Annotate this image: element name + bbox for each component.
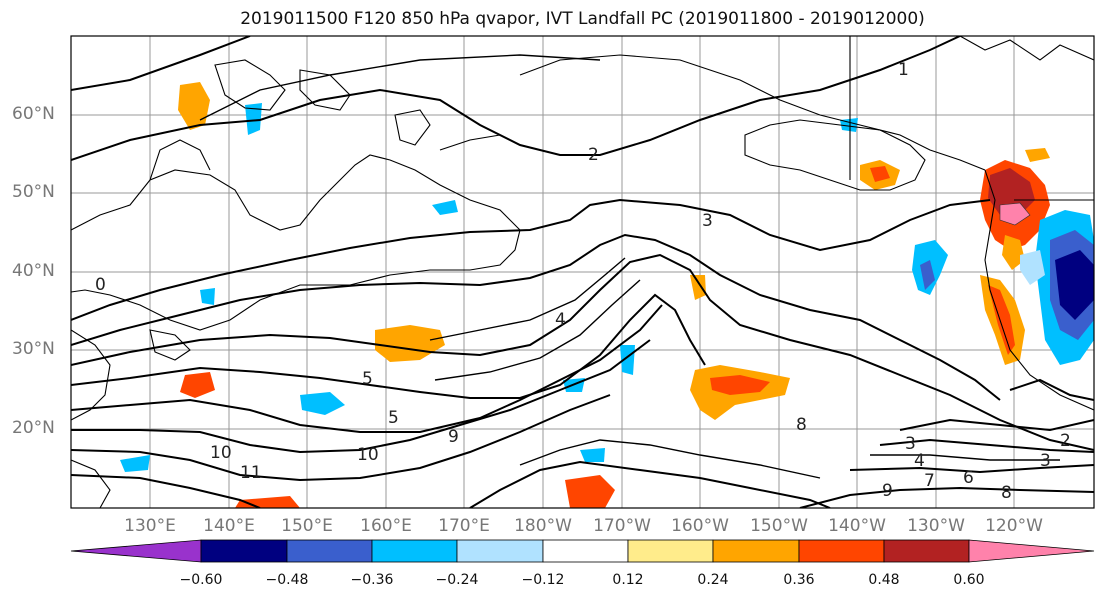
colorbar-tick: 0.36	[783, 572, 815, 588]
contour-label: 0	[95, 275, 106, 295]
contour-label: 6	[963, 468, 974, 488]
colorbar-tick: −0.48	[265, 572, 309, 588]
lon-label: 170°E	[438, 516, 490, 536]
contour-label: 3	[905, 434, 916, 454]
colorbar-segment	[70, 539, 202, 563]
contour-labels: 0 1 2 3 4 5 5 6 7 8 8 9 9 10 10 11 3 4 3…	[95, 60, 1071, 503]
contour-label: 8	[796, 415, 807, 435]
contour-label: 3	[1040, 451, 1051, 471]
colorbar-segment	[712, 539, 800, 563]
contour-label: 5	[388, 408, 399, 428]
lon-label: 170°W	[593, 516, 651, 536]
lon-label: 130°W	[907, 516, 965, 536]
contour-label: 11	[240, 463, 262, 483]
lat-label: 60°N	[12, 104, 55, 124]
contour-label: 3	[702, 211, 713, 231]
colorbar-segment	[542, 539, 629, 563]
colorbar-tick: −0.36	[350, 572, 394, 588]
colorbar-tick: 0.24	[697, 572, 729, 588]
ivt-contours-inner	[199, 54, 1060, 479]
colorbar-segment	[968, 539, 1095, 563]
contour-label: 9	[882, 481, 893, 501]
colorbar-segment	[627, 539, 714, 563]
contour-label: 9	[448, 427, 459, 447]
colorbar-tick: −0.24	[435, 572, 479, 588]
lat-label: 40°N	[12, 261, 55, 281]
colorbar-tick: −0.12	[521, 572, 565, 588]
contour-label: 5	[362, 369, 373, 389]
contour-label: 1	[898, 60, 909, 80]
colorbar-segment	[883, 539, 970, 563]
lat-label: 30°N	[12, 339, 55, 359]
lon-label: 180°W	[514, 516, 572, 536]
colorbar-segment	[456, 539, 544, 563]
colorbar-segment	[286, 539, 373, 563]
contour-label: 10	[357, 445, 379, 465]
qvapor-shading	[120, 82, 1094, 508]
lon-label: 120°W	[985, 516, 1043, 536]
lon-label: 150°E	[281, 516, 333, 536]
colorbar-tick: 0.60	[953, 572, 985, 588]
lon-label: 140°W	[828, 516, 886, 536]
map-title: 2019011500 F120 850 hPa qvapor, IVT Land…	[240, 9, 925, 29]
colorbar-segment	[798, 539, 885, 563]
colorbar-tick: −0.60	[179, 572, 223, 588]
contour-label: 2	[1060, 431, 1071, 451]
lon-label: 150°W	[750, 516, 808, 536]
lat-label: 50°N	[12, 182, 55, 202]
map-frame	[70, 35, 1095, 509]
lon-label: 160°E	[360, 516, 412, 536]
contour-label: 8	[1001, 483, 1012, 503]
contour-label: 4	[555, 310, 566, 330]
lon-label: 160°W	[671, 516, 729, 536]
colorbar-segment	[371, 539, 458, 563]
colorbar-segment	[200, 539, 288, 563]
contour-label: 10	[210, 443, 232, 463]
ivt-contours	[71, 36, 1094, 508]
colorbar-tick: 0.48	[868, 572, 900, 588]
colorbar-tick: 0.12	[612, 572, 644, 588]
lon-label: 140°E	[203, 516, 255, 536]
colorbar	[70, 539, 1095, 563]
contour-label: 4	[914, 451, 925, 471]
lon-label: 130°E	[124, 516, 176, 536]
contour-label: 7	[924, 471, 935, 491]
contour-label: 2	[588, 145, 599, 165]
lat-label: 20°N	[12, 418, 55, 438]
